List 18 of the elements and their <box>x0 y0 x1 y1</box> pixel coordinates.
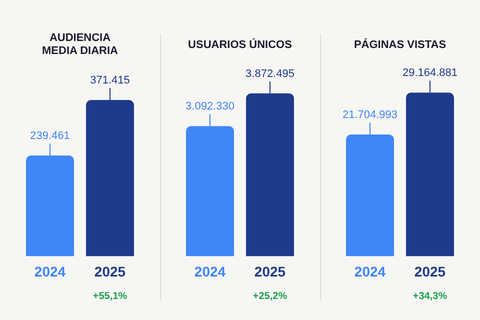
data-label: 3.092.330 <box>186 100 234 113</box>
data-label: 21.704.993 <box>342 109 398 122</box>
text: +34,3% <box>412 290 448 302</box>
chart-title: PÁGINAS VISTAS <box>352 37 448 52</box>
x-tick-label: 2024 <box>34 263 66 280</box>
text: +25,2% <box>252 290 288 302</box>
chart-title: USUARIOS ÚNICOS <box>187 37 293 52</box>
x-tick-label: 2024 <box>354 263 386 280</box>
chart-title: AUDIENCIA MEDIA DIARIA <box>41 31 119 59</box>
x-tick-label: 2025 <box>254 263 286 280</box>
data-label: 3.872.495 <box>246 68 294 80</box>
data-label: 239.461 <box>30 130 70 142</box>
x-tick-label: 2024 <box>194 263 226 280</box>
data-label: 371.415 <box>90 74 130 87</box>
data-label: 29.164.881 <box>402 67 458 80</box>
x-tick-label: 2025 <box>414 263 446 280</box>
text: +55,1% <box>92 290 128 302</box>
x-tick-label: 2025 <box>94 263 126 280</box>
